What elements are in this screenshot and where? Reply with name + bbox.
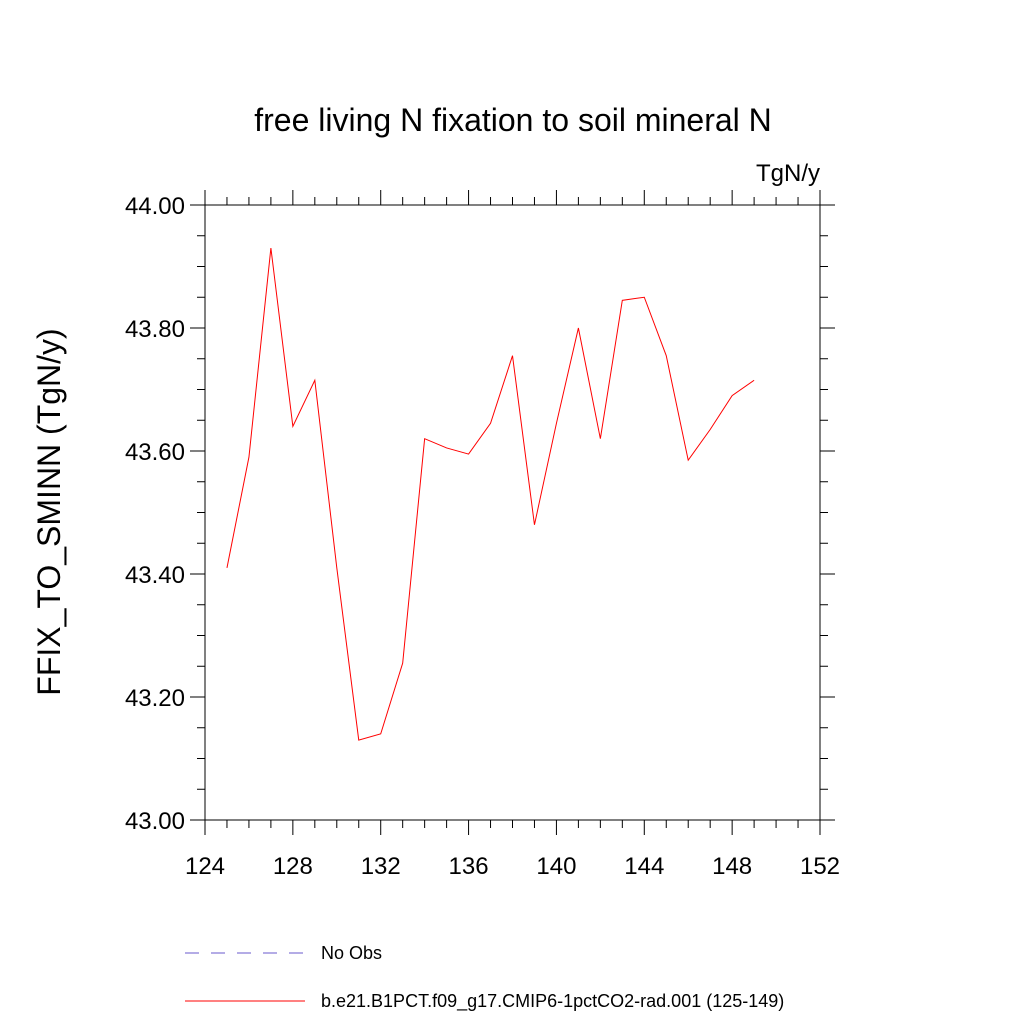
y-tick-label: 43.00	[125, 808, 185, 835]
x-tick-label: 124	[185, 853, 225, 880]
x-tick-label: 148	[712, 853, 752, 880]
y-tick-label: 43.80	[125, 316, 185, 343]
x-tick-label: 152	[800, 853, 840, 880]
y-tick-label: 43.60	[125, 439, 185, 466]
series-layer	[226, 247, 755, 741]
y-tick-label: 44.00	[125, 193, 185, 220]
ticks	[190, 190, 835, 835]
x-tick-label: 128	[273, 853, 313, 880]
y-tick-label: 43.20	[125, 685, 185, 712]
y-tick-label: 43.40	[125, 562, 185, 589]
chart-title: free living N fixation to soil mineral N	[254, 102, 772, 138]
legend-label-model: b.e21.B1PCT.f09_g17.CMIP6-1pctCO2-rad.00…	[321, 991, 784, 1012]
x-tick-label: 132	[361, 853, 401, 880]
y-axis-label: FFIX_TO_SMINN (TgN/y)	[31, 328, 67, 695]
x-tick-label: 136	[449, 853, 489, 880]
units-label: TgN/y	[756, 160, 820, 187]
series-line	[226, 247, 755, 741]
tick-labels: 124 128 132 136 140 144 148 152 43.00 43.20 43.40 4…	[125, 193, 840, 880]
x-tick-label: 144	[624, 853, 664, 880]
x-tick-label: 140	[536, 853, 576, 880]
legend-label-no-obs: No Obs	[321, 943, 382, 963]
plot-frame	[204, 204, 821, 821]
legend: No Obs b.e21.B1PCT.f09_g17.CMIP6-1pctCO2…	[185, 943, 784, 1012]
